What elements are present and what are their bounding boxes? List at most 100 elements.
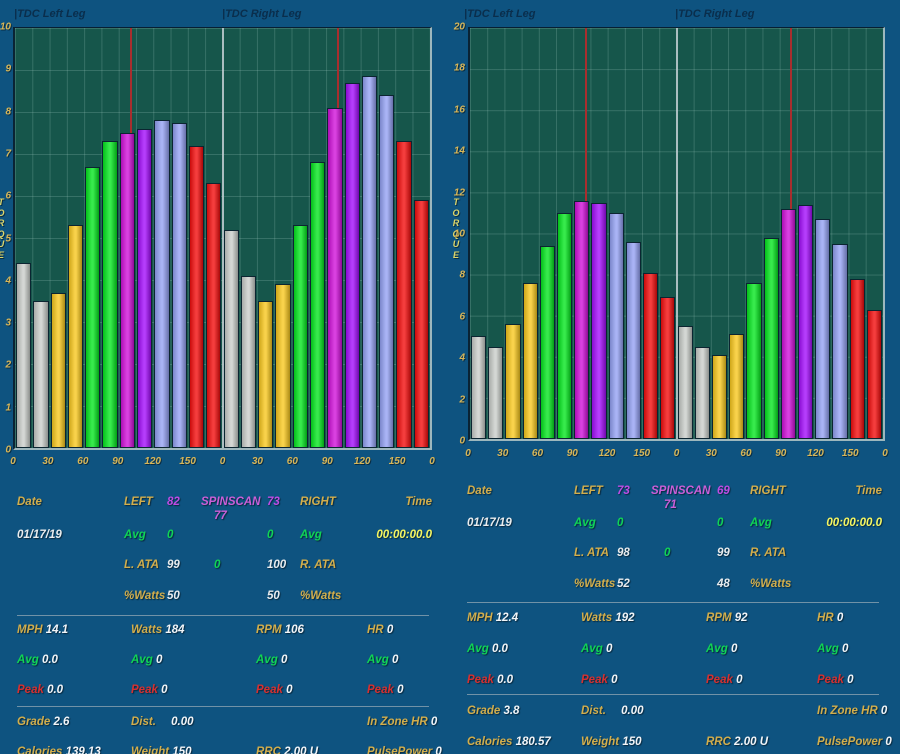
x-tick-label: 0 <box>465 448 471 459</box>
x-tick-label: 90 <box>321 456 333 467</box>
pct-watts-right-value: 50 <box>267 590 280 602</box>
torque-bar <box>832 243 848 439</box>
torque-bar <box>591 202 607 439</box>
torque-bar <box>729 334 745 439</box>
torque-axis-ticks: 0 1 2 3 4 5 6 7 8 9 10 <box>0 22 11 456</box>
left-ata-value: 98 <box>617 547 630 559</box>
torque-bar <box>16 263 32 448</box>
pct-watts-row: %Watts 52 48 %Watts <box>450 578 900 593</box>
spinscan-label: SPINSCAN <box>201 496 261 508</box>
pct-watts-right-label: %Watts <box>750 578 792 590</box>
x-tick-label: 120 <box>144 456 161 467</box>
grade-row: Grade 2.6 Dist. 0.00 In Zone HR 0 <box>0 716 450 731</box>
x-tick-label: 120 <box>807 448 824 459</box>
x-tick-label: 30 <box>42 456 54 467</box>
avg-left-value: 0 <box>167 529 174 541</box>
time-value: 00:00:00.0 <box>376 529 432 541</box>
x-tick-label: 60 <box>531 448 544 459</box>
torque-bar <box>522 282 538 439</box>
x-tick-label: 150 <box>179 456 196 467</box>
date-value: 01/17/19 <box>467 517 512 529</box>
x-tick-label: 60 <box>286 456 298 467</box>
peak-watts: Peak 0 <box>131 684 168 696</box>
torque-bar <box>505 323 521 439</box>
y-tick-label: 10 <box>453 228 465 240</box>
date-avg-row: 01/17/19 Avg 0 0 Avg 00:00:00.0 <box>0 529 450 544</box>
weight-metric: Weight 150 <box>131 746 192 754</box>
torque-bar <box>50 292 66 448</box>
y-tick-label: 12 <box>453 187 465 199</box>
peak-metrics-row: Peak 0.0 Peak 0 Peak 0 Peak 0 <box>450 674 900 689</box>
pct-watts-left-value: 50 <box>167 590 180 602</box>
x-tick-label: 30 <box>497 448 509 459</box>
tdc-right-leg-label: |TDC Right Leg <box>222 8 302 20</box>
torque-bar <box>137 128 153 448</box>
torque-bar <box>344 82 360 448</box>
date-avg-row: 01/17/19 Avg 0 0 Avg 00:00:00.0 <box>450 517 900 532</box>
left-ata-label: L. ATA <box>574 547 609 559</box>
avg-rpm: Avg 0 <box>706 643 738 655</box>
torque-bar <box>119 133 136 448</box>
torque-bar <box>694 346 710 439</box>
torque-axis-ticks: 0 2 4 6 8 10 12 14 16 18 20 <box>450 22 465 447</box>
pct-watts-left-label: %Watts <box>124 590 166 602</box>
y-tick-label: 6 <box>459 311 465 323</box>
x-tick-label: 60 <box>77 456 89 467</box>
time-value: 00:00:00.0 <box>826 517 882 529</box>
x-tick-label: 0 <box>429 456 435 467</box>
leg-divider-line <box>675 28 678 439</box>
x-tick-label: 90 <box>566 448 578 459</box>
y-tick-label: 0 <box>5 444 11 456</box>
y-tick-label: 7 <box>5 148 11 160</box>
avg-left-label: Avg <box>574 517 596 529</box>
spinscan-header-row: Date LEFT 82 SPINSCAN 73 RIGHT Time <box>0 496 450 511</box>
torque-bar <box>643 272 659 439</box>
mph-metric: MPH 12.4 <box>467 612 519 624</box>
peak-mph: Peak 0.0 <box>467 674 514 686</box>
calories-metric: Calories 139.13 <box>17 746 101 754</box>
y-tick-label: 0 <box>459 435 465 447</box>
torque-bar <box>780 208 796 439</box>
torque-bar <box>763 237 779 439</box>
x-tick-label: 0 <box>673 448 680 459</box>
peak-hr: Peak 0 <box>367 684 404 696</box>
date-label: Date <box>467 485 492 497</box>
torque-bar <box>677 325 693 439</box>
time-label: Time <box>855 485 882 497</box>
rpm-metric: RPM 106 <box>256 624 304 636</box>
torque-bar <box>33 301 49 448</box>
watts-metric: Watts 184 <box>131 624 185 636</box>
torque-bar <box>849 278 865 439</box>
x-tick-label: 150 <box>388 456 406 467</box>
torque-bar <box>815 219 831 439</box>
torque-bar <box>711 354 728 439</box>
tdc-left-leg-label: |TDC Left Leg <box>14 8 86 20</box>
avg-right-label: Avg <box>750 517 772 529</box>
peak-rpm: Peak 0 <box>706 674 743 686</box>
avg-mph: Avg 0.0 <box>467 643 508 655</box>
center-avg-value: 0 <box>664 547 671 559</box>
grade-metric: Grade 3.8 <box>467 705 520 717</box>
left-leg-label: LEFT <box>124 496 153 508</box>
avg-metrics-row: Avg 0.0 Avg 0 Avg 0 Avg 0 <box>0 654 450 669</box>
grade-metric: Grade 2.6 <box>17 716 70 728</box>
torque-bar <box>309 162 326 448</box>
left-leg-label: LEFT <box>574 485 603 497</box>
peak-mph: Peak 0.0 <box>17 684 64 696</box>
y-tick-label: 2 <box>459 394 465 406</box>
torque-bar <box>866 309 882 439</box>
ata-row: L. ATA 99 0 100 R. ATA <box>0 559 450 574</box>
peak-rpm: Peak 0 <box>256 684 293 696</box>
right-leg-label: RIGHT <box>750 485 786 497</box>
torque-bar <box>396 141 412 448</box>
peak-watts: Peak 0 <box>581 674 618 686</box>
hr-metric: HR 0 <box>367 624 394 636</box>
avg-watts: Avg 0 <box>131 654 163 666</box>
x-tick-label: 90 <box>112 456 124 467</box>
x-tick-label: 120 <box>353 456 371 467</box>
torque-bar <box>361 76 378 448</box>
left-spinscan-score: 82 <box>167 496 180 508</box>
